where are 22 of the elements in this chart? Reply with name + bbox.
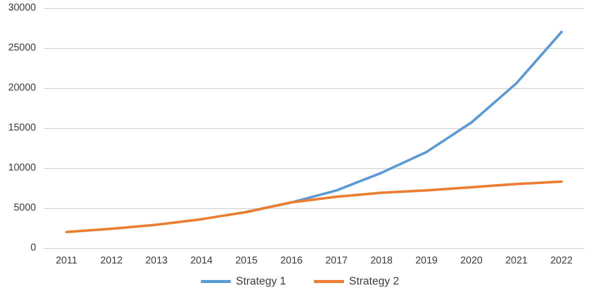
y-tick-label: 25000 (8, 42, 36, 54)
x-tick-label: 2018 (370, 256, 394, 266)
y-tick-label: 0 (30, 242, 36, 254)
x-tick-label: 2017 (325, 256, 348, 266)
line-series (65, 180, 563, 234)
x-tick-label: 2013 (145, 256, 168, 266)
x-tick-label: 2012 (100, 256, 124, 266)
x-tick-label: 2021 (505, 256, 528, 266)
y-tick-label: 15000 (8, 122, 36, 134)
x-tick-label: 2022 (550, 256, 574, 266)
legend-label: Strategy 1 (236, 276, 286, 288)
x-tick-label: 2014 (190, 256, 214, 266)
x-tick-label: 2011 (56, 256, 78, 266)
y-tick-label: 20000 (8, 82, 36, 94)
x-tick-label: 2020 (460, 256, 484, 266)
y-tick-label: 10000 (8, 162, 36, 174)
x-tick-label: 2015 (235, 256, 258, 266)
legend-label: Strategy 2 (349, 276, 400, 288)
x-tick-label: 2019 (415, 256, 438, 266)
y-tick-label: 30000 (8, 2, 36, 14)
x-tick-label: 2016 (280, 256, 304, 266)
y-tick-label: 5000 (14, 202, 36, 214)
